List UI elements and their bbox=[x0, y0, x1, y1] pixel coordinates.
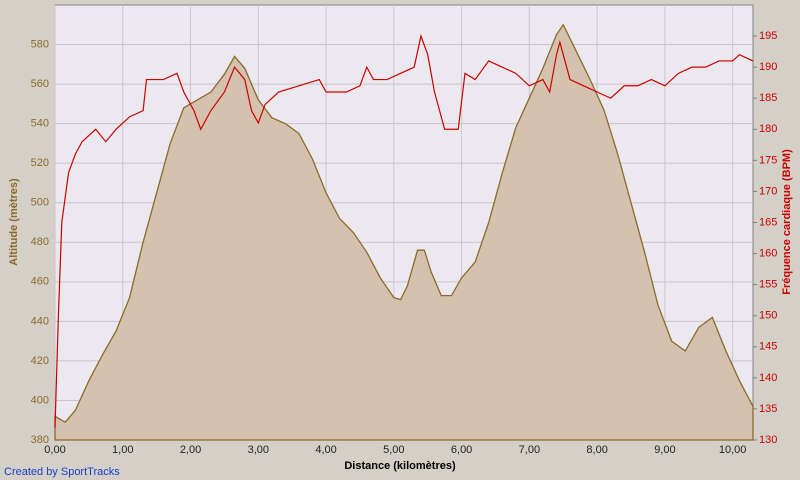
y2-tick-label: 175 bbox=[759, 154, 777, 166]
x-tick-label: 0,00 bbox=[44, 444, 65, 456]
y-tick-label: 540 bbox=[31, 118, 49, 130]
y2-axis-label: Fréquence cardiaque (BPM) bbox=[781, 149, 793, 295]
y2-tick-label: 185 bbox=[759, 92, 777, 104]
x-tick-label: 10,00 bbox=[719, 444, 747, 456]
y2-tick-label: 165 bbox=[759, 216, 777, 228]
y-tick-label: 400 bbox=[31, 394, 49, 406]
y-tick-label: 580 bbox=[31, 38, 49, 50]
x-tick-label: 9,00 bbox=[654, 444, 675, 456]
y2-tick-label: 130 bbox=[759, 434, 777, 446]
y-tick-label: 460 bbox=[31, 276, 49, 288]
x-tick-label: 1,00 bbox=[112, 444, 133, 456]
y-tick-label: 520 bbox=[31, 157, 49, 169]
x-tick-label: 4,00 bbox=[315, 444, 336, 456]
x-tick-label: 6,00 bbox=[451, 444, 472, 456]
y2-tick-label: 160 bbox=[759, 247, 777, 259]
y2-tick-label: 155 bbox=[759, 279, 777, 291]
y-tick-label: 480 bbox=[31, 236, 49, 248]
x-tick-label: 2,00 bbox=[180, 444, 201, 456]
y-tick-label: 440 bbox=[31, 315, 49, 327]
y2-tick-label: 150 bbox=[759, 310, 777, 322]
y2-tick-label: 140 bbox=[759, 372, 777, 384]
y2-tick-label: 190 bbox=[759, 61, 777, 73]
x-tick-label: 8,00 bbox=[586, 444, 607, 456]
credit: Created by SportTracks bbox=[4, 466, 120, 478]
y-tick-label: 500 bbox=[31, 197, 49, 209]
x-tick-label: 3,00 bbox=[248, 444, 269, 456]
y-tick-label: 380 bbox=[31, 434, 49, 446]
y2-tick-label: 145 bbox=[759, 341, 777, 353]
y2-tick-label: 170 bbox=[759, 185, 777, 197]
y-tick-label: 420 bbox=[31, 355, 49, 367]
y2-tick-label: 195 bbox=[759, 30, 777, 42]
y-tick-label: 560 bbox=[31, 78, 49, 90]
x-tick-label: 5,00 bbox=[383, 444, 404, 456]
heart-rate-line bbox=[54, 33, 754, 428]
x-tick-label: 7,00 bbox=[519, 444, 540, 456]
altitude-area bbox=[54, 23, 754, 441]
y2-tick-label: 135 bbox=[759, 403, 777, 415]
x-axis-label: Distance (kilomètres) bbox=[344, 460, 456, 472]
y2-tick-label: 180 bbox=[759, 123, 777, 135]
y-axis-label: Altitude (mètres) bbox=[8, 178, 20, 266]
